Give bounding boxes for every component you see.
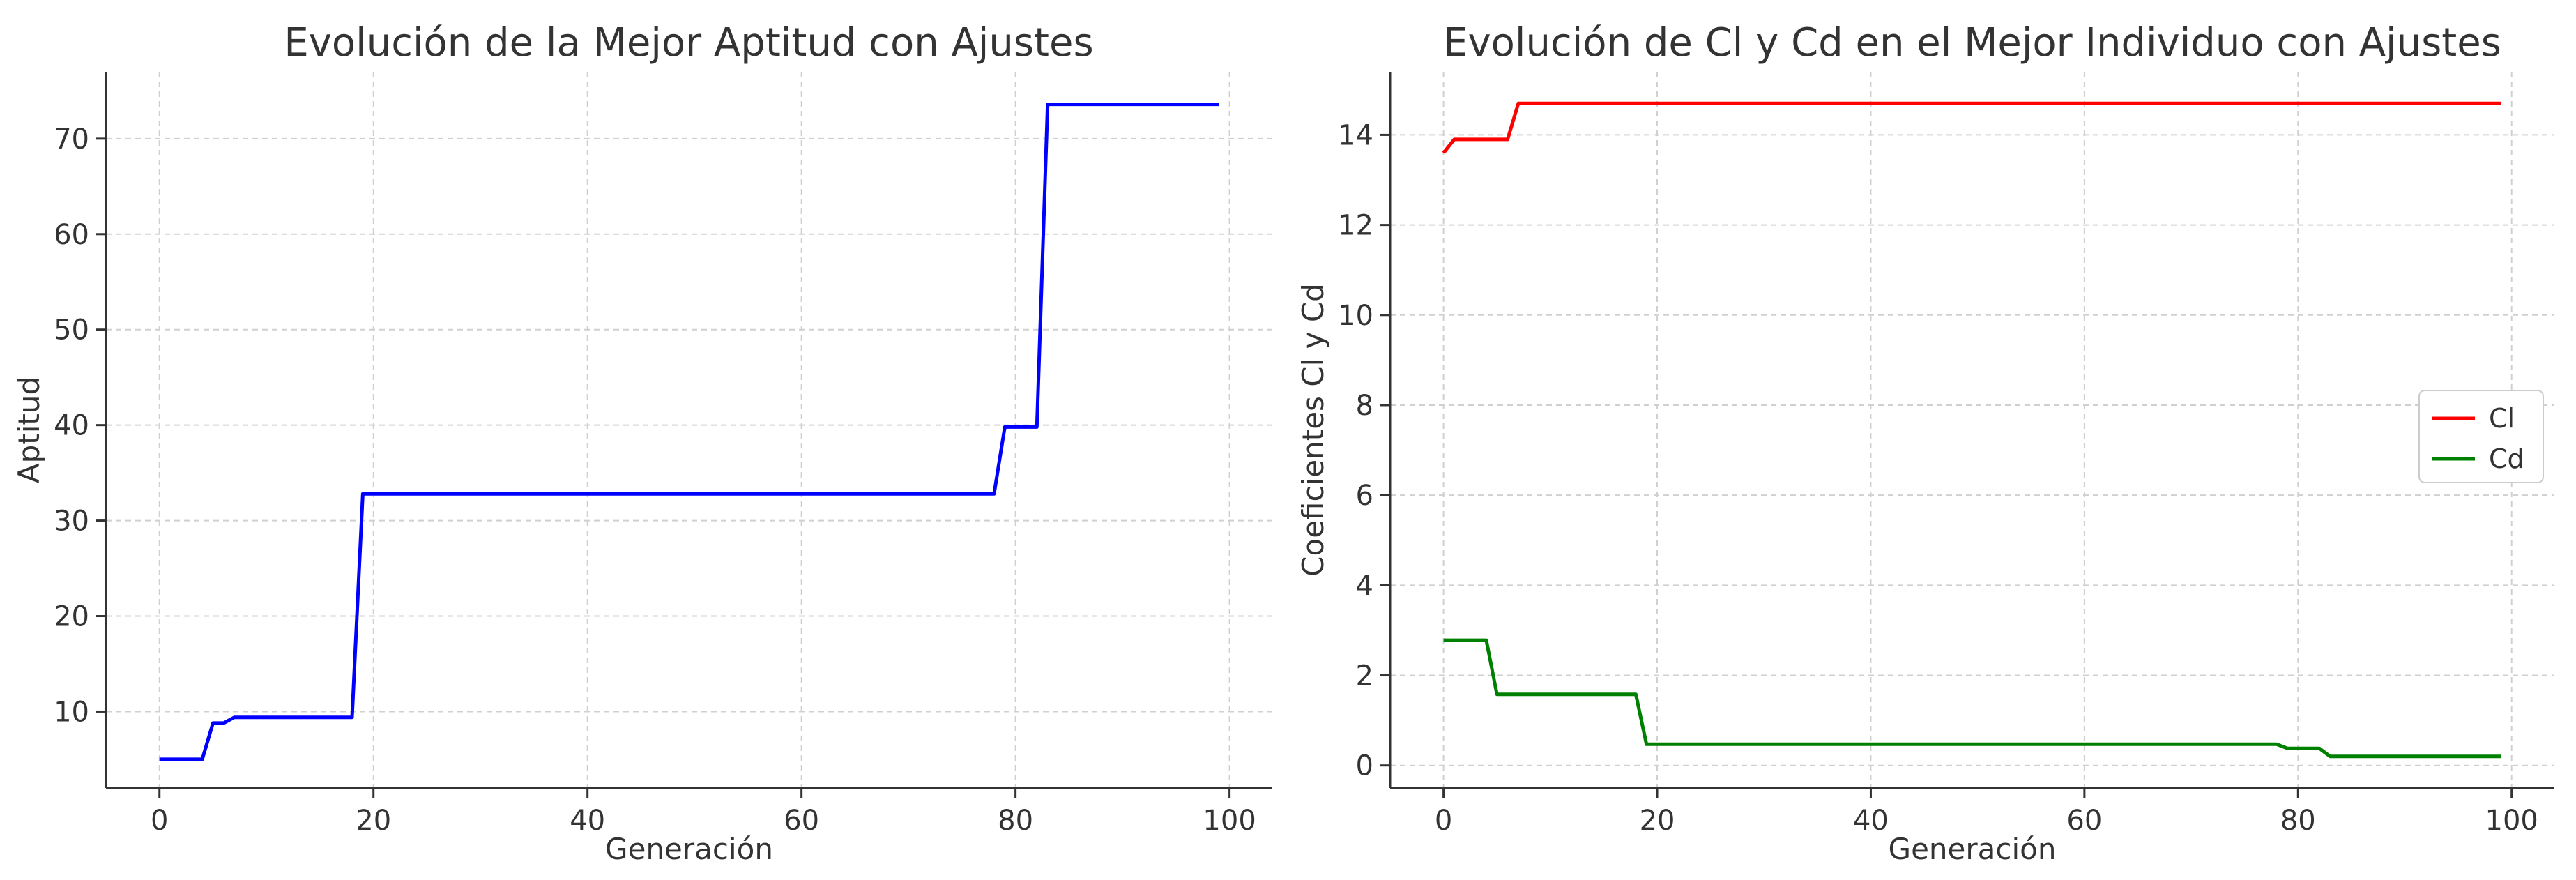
x-axis-label: Generación: [605, 832, 773, 866]
coefficients-chart-panel: 0 20 40 60 80 100 0 2 4 6 8 10 12 14 Evolución de Cl y…: [1288, 0, 2576, 880]
x-tick-label: 60: [2066, 805, 2102, 837]
legend-label-cd: Cd: [2489, 443, 2524, 474]
y-tick-label: 0: [1356, 750, 1373, 782]
fitness-chart-panel: 0 20 40 60 80 100 10 20 30 40 50 60 70 Evolución de l…: [12, 20, 1272, 866]
y-tick-label: 4: [1356, 570, 1373, 602]
y-tick-label: 40: [54, 410, 89, 442]
x-tick-label: 0: [1435, 805, 1452, 837]
fitness-chart: 0 20 40 60 80 100 10 20 30 40 50 60 70 Evolución de l…: [12, 20, 1272, 866]
y-tick-label: 20: [54, 601, 89, 633]
x-tick-label: 40: [1853, 805, 1889, 837]
y-tick-label: 60: [54, 219, 89, 251]
coefficients-chart: 0 20 40 60 80 100 0 2 4 6 8 10 12 14 Evolución de Cl y…: [1296, 20, 2554, 866]
series-line-aptitud: [159, 103, 1219, 761]
y-axis-label: Aptitud: [12, 377, 46, 483]
y-tick-label: 30: [54, 506, 89, 538]
x-tick-label: 20: [356, 805, 391, 837]
x-tick-label: 0: [151, 805, 168, 837]
x-tick-label: 80: [2280, 805, 2316, 837]
y-tick-label: 50: [54, 314, 89, 347]
y-tick-label: 10: [1338, 300, 1373, 332]
x-tick-label: 100: [2485, 805, 2538, 837]
legend-label-cl: Cl: [2489, 403, 2515, 434]
x-tick-label: 20: [1640, 805, 1675, 837]
series-line-cl: [1442, 101, 2501, 154]
x-axis-label: Generación: [1889, 832, 2057, 866]
chart-title: Evolución de Cl y Cd en el Mejor Individ…: [1443, 20, 2501, 66]
y-tick-label: 2: [1356, 660, 1373, 692]
y-tick-label: 6: [1356, 480, 1373, 512]
y-tick-label: 10: [54, 696, 89, 728]
chart-title: Evolución de la Mejor Aptitud con Ajuste…: [284, 20, 1093, 66]
y-tick-label: 12: [1338, 210, 1373, 242]
x-tick-label: 40: [570, 805, 605, 837]
series-line-cd: [1443, 638, 2501, 759]
y-tick-label: 14: [1338, 119, 1373, 151]
legend-box: [2418, 390, 2544, 483]
legend: Cl Cd: [2418, 390, 2544, 483]
x-tick-label: 60: [784, 805, 819, 837]
y-tick-label: 8: [1356, 390, 1373, 422]
y-axis-label: Coeficientes Cl y Cd: [1296, 283, 1330, 577]
y-tick-label: 70: [54, 123, 89, 155]
x-tick-label: 80: [998, 805, 1033, 837]
x-tick-label: 100: [1203, 805, 1256, 837]
